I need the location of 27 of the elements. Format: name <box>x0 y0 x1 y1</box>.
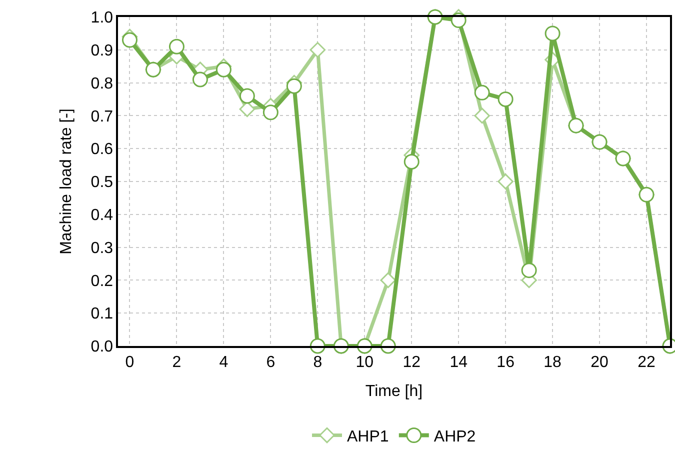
legend-label: AHP1 <box>347 428 389 446</box>
y-tick-label: 0.1 <box>90 306 114 323</box>
x-tick-label: 0 <box>125 354 134 371</box>
x-tick-label: 20 <box>590 354 609 371</box>
y-tick-label: 0.0 <box>90 338 114 356</box>
x-tick-label: 6 <box>266 354 276 371</box>
y-tick-label: 0.4 <box>90 207 114 224</box>
y-tick-label: 0.5 <box>90 174 114 192</box>
x-axis-title: Time [h] <box>365 383 423 400</box>
y-axis-title: Machine load rate [-] <box>58 108 76 254</box>
x-tick-label: 12 <box>402 354 421 371</box>
x-tick-label: 14 <box>450 354 468 371</box>
y-tick-label: 0.2 <box>90 272 114 290</box>
x-tick-label: 8 <box>313 354 322 371</box>
x-tick-label: 22 <box>638 354 656 371</box>
x-tick-label: 18 <box>544 354 562 371</box>
y-tick-label: 0.3 <box>90 240 114 257</box>
y-tick-label: 0.6 <box>90 141 114 158</box>
y-tick-label: 0.9 <box>90 42 114 60</box>
x-tick-label: 10 <box>356 354 374 371</box>
y-tick-label: 1.0 <box>90 10 114 27</box>
x-tick-label: 16 <box>496 354 515 371</box>
x-tick-label: 4 <box>219 354 228 371</box>
y-tick-label: 0.7 <box>90 108 114 126</box>
y-tick-label: 0.8 <box>90 75 114 92</box>
legend-label: AHP2 <box>434 428 476 446</box>
x-tick-label: 2 <box>172 354 182 371</box>
